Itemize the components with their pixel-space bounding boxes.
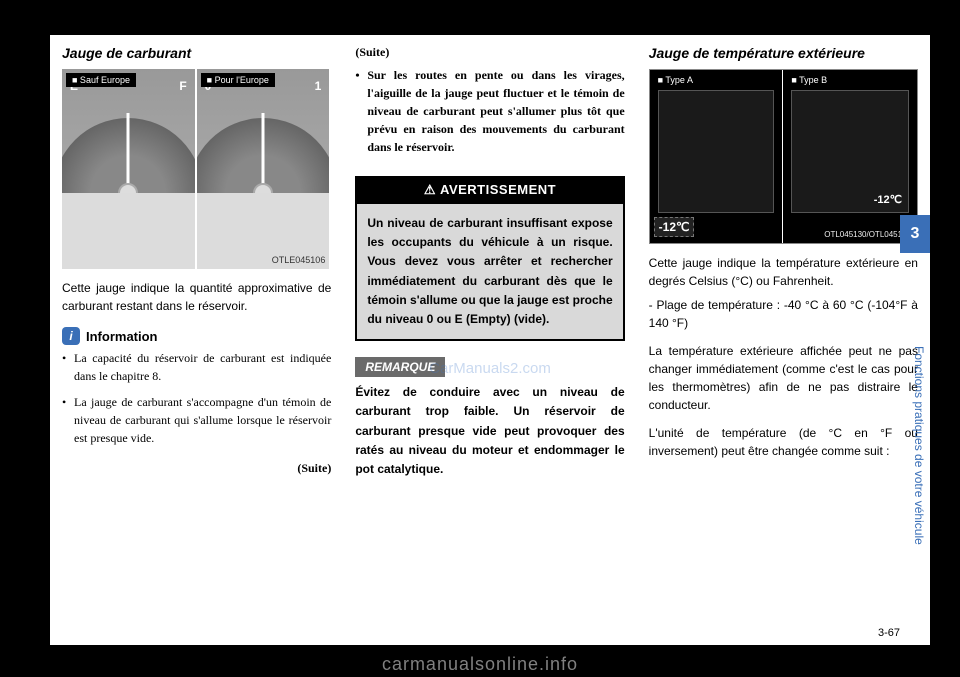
dial-area-right: 0 1: [197, 69, 330, 193]
temp-range: - Plage de température : -40 °C à 60 °C …: [649, 296, 918, 332]
gauge-right: ■ Pour l'Europe 0 1: [197, 69, 332, 269]
suite-continue-left: (Suite): [355, 45, 624, 60]
reading-a: -12℃: [654, 217, 695, 237]
page: Jauge de carburant ■ Sauf Europe E F ■ P…: [50, 35, 930, 645]
info-icon: i: [62, 327, 80, 345]
col2-bullet: Sur les routes en pente ou dans les vira…: [355, 66, 624, 156]
info-title: Information: [86, 329, 158, 344]
heading-temp-gauge: Jauge de température extérieure: [649, 45, 918, 61]
paragraph-temp-desc: Cette jauge indique la température extér…: [649, 254, 918, 290]
info-item-2: La jauge de carburant s'accompagne d'un …: [62, 393, 331, 447]
warning-icon: ⚠: [424, 182, 436, 197]
temp-type-a: ■ Type A -12℃: [650, 70, 784, 243]
paragraph-temp-note: La température extérieure affichée peut …: [649, 342, 918, 414]
column-3: Jauge de température extérieure ■ Type A…: [637, 35, 930, 645]
figure-code-temp: OTL045130/OTL045131: [824, 230, 911, 239]
info-header: i Information: [62, 327, 331, 345]
warning-title: ⚠ AVERTISSEMENT: [355, 176, 624, 204]
screen-b: -12℃: [791, 90, 909, 213]
remark-body: Évitez de conduire avec un niveau de car…: [355, 383, 624, 479]
needle-right: [261, 113, 264, 193]
heading-fuel-gauge: Jauge de carburant: [62, 45, 331, 61]
chapter-tab: 3: [900, 215, 930, 253]
dial-right-f: 1: [315, 79, 322, 93]
temp-a-label: ■ Type A: [654, 74, 697, 86]
info-item-1: La capacité du réservoir de carburant es…: [62, 349, 331, 385]
page-number: 3-67: [878, 627, 900, 639]
column-2: (Suite) Sur les routes en pente ou dans …: [343, 35, 636, 645]
gauge-left: ■ Sauf Europe E F: [62, 69, 197, 269]
dial-bottom-left: [62, 193, 195, 269]
needle-left: [127, 113, 130, 193]
reading-b: -12℃: [874, 193, 902, 206]
temp-type-b: ■ Type B -12℃ OTL045130/OTL045131: [783, 70, 917, 243]
col2-bullet-list: Sur les routes en pente ou dans les vira…: [355, 66, 624, 164]
remark-title: REMARQUE: [355, 357, 445, 377]
footer-text: carmanualsonline.info: [0, 654, 960, 675]
paragraph-fuel-desc: Cette jauge indique la quantité approxim…: [62, 279, 331, 315]
fuel-gauge-figure: ■ Sauf Europe E F ■ Pour l'Europe 0 1: [62, 69, 331, 269]
gauge-left-label: ■ Sauf Europe: [66, 73, 136, 87]
temp-b-label: ■ Type B: [787, 74, 831, 86]
warning-title-text: AVERTISSEMENT: [440, 182, 556, 197]
paragraph-temp-unit: L'unité de température (de °C en °F ou i…: [649, 424, 918, 460]
warning-body: Un niveau de carburant insuffisant expos…: [355, 204, 624, 341]
info-list: La capacité du réservoir de carburant es…: [62, 349, 331, 455]
column-1: Jauge de carburant ■ Sauf Europe E F ■ P…: [50, 35, 343, 645]
dial-left-f: F: [179, 79, 186, 93]
chapter-side-text: Fonctions pratiques de votre véhicule: [906, 275, 926, 615]
figure-code-fuel: OTLE045106: [272, 255, 326, 265]
suite-continue-right: (Suite): [62, 461, 331, 476]
temp-gauge-figure: ■ Type A -12℃ ■ Type B -12℃ OTL045130/OT…: [649, 69, 918, 244]
dial-area-left: E F: [62, 69, 195, 193]
gauge-right-label: ■ Pour l'Europe: [201, 73, 275, 87]
screen-a: [658, 90, 775, 213]
